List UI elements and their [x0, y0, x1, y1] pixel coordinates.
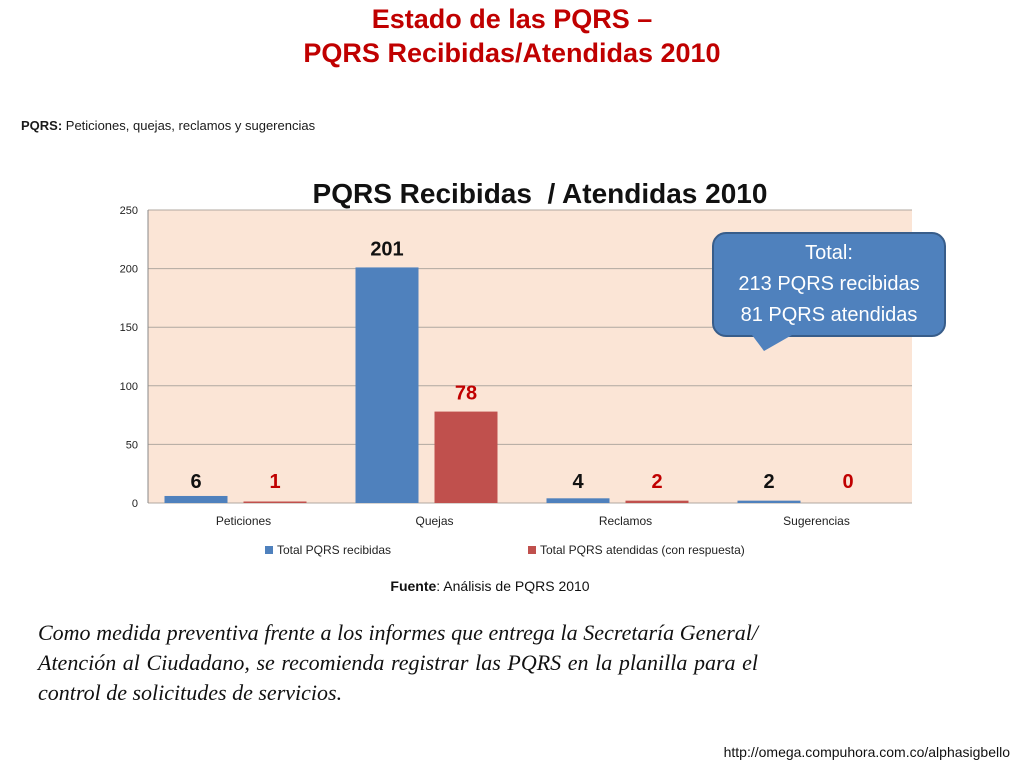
bar-atendidas — [625, 500, 689, 503]
data-label: 0 — [842, 471, 853, 493]
x-tick-label: Reclamos — [599, 514, 652, 528]
bar-recibidas — [546, 498, 610, 503]
legend-swatch — [265, 546, 273, 554]
data-label: 78 — [455, 383, 477, 405]
source-label: Fuente — [390, 578, 437, 594]
pqrs-definition: PQRS: Peticiones, quejas, reclamos y sug… — [21, 118, 315, 133]
y-tick-label: 200 — [120, 264, 138, 276]
data-label: 2 — [763, 471, 774, 493]
x-tick-label: Peticiones — [216, 514, 271, 528]
source-text: : Análisis de PQRS 2010 — [436, 578, 590, 594]
data-label: 4 — [572, 471, 584, 493]
definition-label: PQRS: — [21, 118, 63, 133]
callout-received: 213 PQRS recibidas — [738, 273, 920, 295]
source-url: http://omega.compuhora.com.co/alphasigbe… — [723, 744, 1010, 760]
totals-callout: Total: 213 PQRS recibidas 81 PQRS atendi… — [712, 232, 946, 337]
bar-atendidas — [243, 501, 307, 503]
legend-label: Total PQRS atendidas (con respuesta) — [540, 543, 745, 557]
bar-recibidas — [164, 495, 228, 503]
data-label: 2 — [651, 471, 662, 493]
chart-title: PQRS Recibidas / Atendidas 2010 — [312, 178, 768, 209]
definition-text: Peticiones, quejas, reclamos y sugerenci… — [62, 118, 316, 133]
bar-atendidas — [434, 411, 498, 503]
legend-label: Total PQRS recibidas — [277, 543, 391, 557]
data-label: 6 — [190, 471, 201, 493]
callout-total-suffix: : — [847, 242, 853, 264]
bar-recibidas — [737, 500, 801, 503]
callout-total-label: Total — [805, 242, 848, 264]
slide-title-line1: Estado de las PQRS – — [371, 4, 653, 34]
callout-attended: 81 PQRS atendidas — [740, 304, 918, 326]
slide-title-line2: PQRS Recibidas/Atendidas 2010 — [303, 38, 721, 68]
recommendation-text: Como medida preventiva frente a los info… — [38, 620, 758, 705]
y-tick-label: 0 — [132, 498, 138, 510]
callout-tail — [752, 335, 792, 351]
x-tick-label: Quejas — [415, 514, 453, 528]
x-tick-label: Sugerencias — [783, 514, 850, 528]
slide-title: Estado de las PQRS – PQRS Recibidas/Aten… — [0, 2, 1024, 70]
y-tick-label: 50 — [126, 439, 138, 451]
source-note: Fuente: Análisis de PQRS 2010 — [0, 578, 980, 594]
y-tick-label: 250 — [120, 205, 138, 217]
y-tick-label: 100 — [120, 381, 138, 393]
legend-swatch — [528, 546, 536, 554]
data-label: 1 — [269, 471, 280, 493]
bar-recibidas — [355, 267, 419, 503]
y-tick-label: 150 — [120, 322, 138, 334]
data-label: 201 — [370, 238, 403, 260]
